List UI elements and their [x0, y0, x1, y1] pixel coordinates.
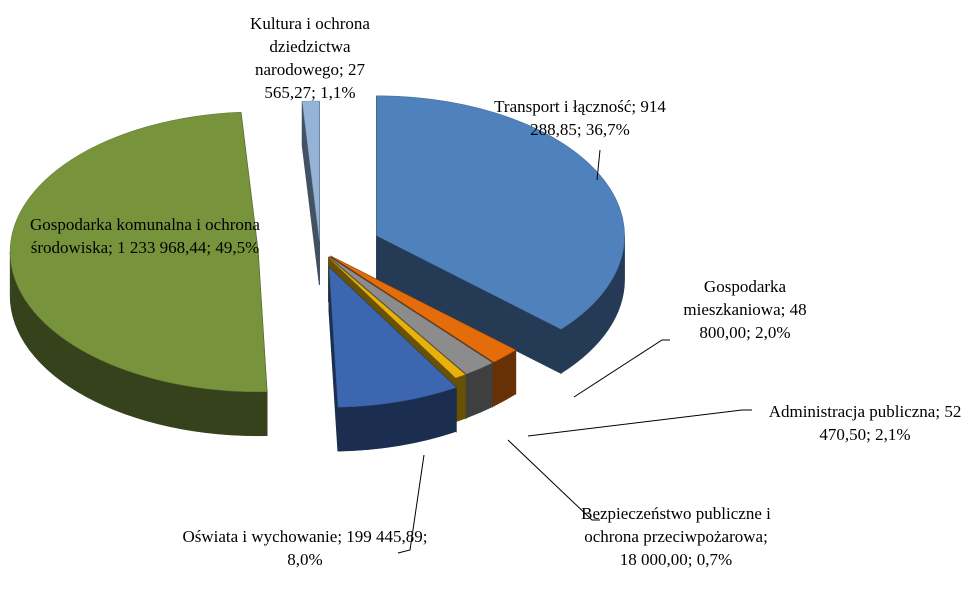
label-value: 52 470,50: [819, 402, 962, 444]
label-percent: 36,7%: [585, 120, 630, 139]
leader-line: [527, 409, 752, 437]
slice-top: [376, 95, 625, 330]
label-value: 199 445,89: [346, 527, 423, 546]
label-category: Oświata i wychowanie: [182, 527, 338, 546]
slice-top: [301, 100, 320, 242]
slice-side: [455, 374, 466, 423]
leader-line: [573, 339, 670, 398]
data-label: Bezpieczeństwo publiczne i ochrona przec…: [576, 502, 776, 571]
label-value: 914 288,85: [530, 97, 666, 139]
leader-line: [507, 439, 600, 521]
slice-top: [9, 111, 268, 393]
data-label: Kultura i ochrona dziedzictwa narodowego…: [228, 12, 393, 104]
label-separator: ;: [935, 402, 945, 421]
slices: [9, 95, 625, 452]
label-category: Administracja publiczna: [768, 402, 936, 421]
data-label: Administracja publiczna; 52 470,50; 2,1%: [750, 400, 977, 446]
label-percent: 8,0%: [287, 550, 323, 569]
label-separator: ;: [780, 300, 790, 319]
label-separator: ;: [576, 120, 586, 139]
data-label: Transport i łączność; 914 288,85; 36,7%: [480, 95, 680, 141]
label-category: Transport i łączność: [494, 97, 632, 116]
slice-top: [328, 266, 457, 408]
label-value: 48 800,00: [699, 300, 807, 342]
data-label: Oświata i wychowanie; 199 445,89; 8,0%: [180, 525, 430, 571]
label-category: Bezpieczeństwo publiczne i ochrona przec…: [581, 504, 771, 546]
label-percent: 1,1%: [320, 83, 356, 102]
label-separator: ;: [339, 60, 348, 79]
label-separator: ;: [422, 527, 428, 546]
label-separator: ;: [337, 527, 347, 546]
label-separator: ;: [206, 238, 216, 257]
label-category: Gospodarka komunalna i ochrona środowisk…: [30, 215, 260, 257]
label-separator: ;: [687, 550, 697, 569]
leader-line: [596, 149, 601, 181]
label-category: Gospodarka mieszkaniowa: [683, 277, 787, 319]
label-separator: ;: [311, 83, 321, 102]
label-separator: ;: [763, 527, 768, 546]
slice-top: [328, 257, 466, 379]
label-percent: 2,0%: [755, 323, 791, 342]
label-percent: 2,1%: [875, 425, 911, 444]
slice-top: [331, 256, 517, 363]
label-value: 27 565,27: [264, 60, 365, 102]
label-percent: 0,7%: [696, 550, 733, 569]
data-label: Gospodarka komunalna i ochrona środowisk…: [23, 213, 268, 259]
label-separator: ;: [631, 97, 641, 116]
data-label: Gospodarka mieszkaniowa; 48 800,00; 2,0%: [660, 275, 830, 344]
label-category: Kultura i ochrona dziedzictwa narodowego: [250, 14, 370, 79]
label-value: 1 233 968,44: [117, 238, 207, 257]
leader-line: [397, 454, 425, 554]
label-value: 18 000,00: [619, 550, 688, 569]
label-percent: 49,5%: [215, 238, 260, 257]
label-separator: ;: [108, 238, 118, 257]
label-separator: ;: [746, 323, 756, 342]
slice-top: [329, 256, 493, 375]
label-separator: ;: [866, 425, 876, 444]
